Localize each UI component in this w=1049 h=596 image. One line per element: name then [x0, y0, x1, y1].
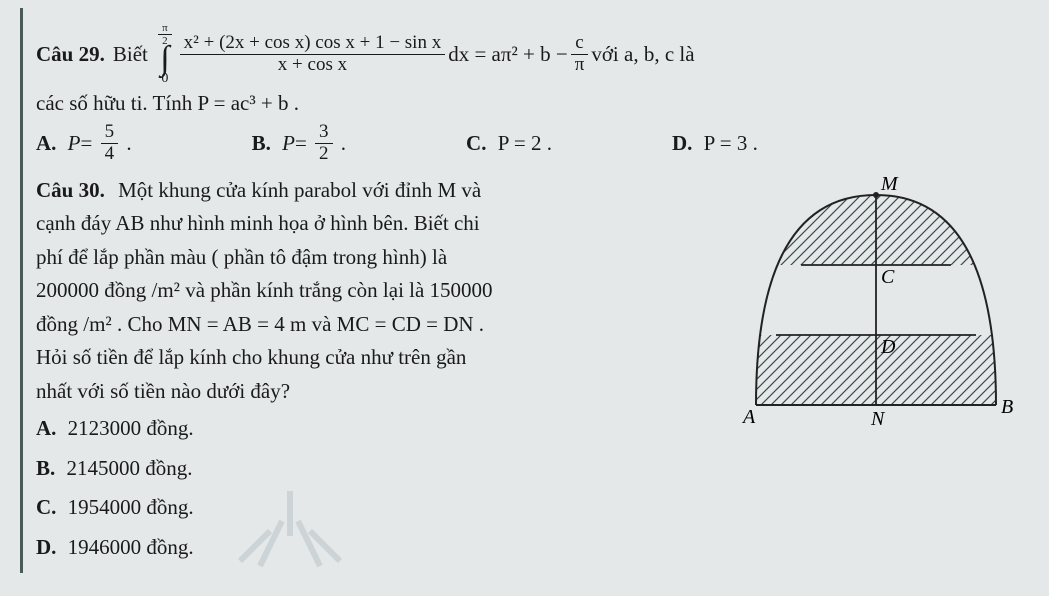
q29-answer-D: D. P = 3 . [672, 122, 758, 165]
q29-answer-B: B. P = 32 . [252, 122, 346, 165]
label-B: B [1001, 396, 1013, 418]
q29-tail: với a, b, c là [591, 42, 694, 67]
q29-line1: Câu 29. Biết π2 ∫ 0 x² + (2x + cos x) co… [36, 22, 1021, 87]
q30-block: Câu 30. Một khung cửa kính parabol với đ… [36, 175, 1021, 564]
integral-sign: π2 ∫ 0 [155, 22, 175, 87]
integrand-den: x + cos x [274, 55, 351, 76]
int-lower: 0 [161, 71, 168, 87]
label-C: C [881, 266, 895, 288]
label-M: M [880, 175, 899, 195]
label-A: A [741, 406, 756, 428]
integrand-num: x² + (2x + cos x) cos x + 1 − sin x [180, 33, 446, 55]
q30-answer-A: A. 2123000 đồng. [36, 413, 711, 445]
q30-answer-B: B. 2145000 đồng. [36, 453, 711, 485]
label-N: N [870, 408, 886, 430]
q29-answer-A: A. P = 54 . [36, 122, 132, 165]
q29-label: Câu 29. [36, 42, 105, 67]
q29-lead: Biết [113, 42, 148, 67]
q30-figure: M C D A N B [731, 175, 1021, 435]
label-D: D [880, 336, 896, 358]
watermark-icon [200, 481, 380, 571]
q30-label: Câu 30. [36, 178, 105, 202]
integrand: x² + (2x + cos x) cos x + 1 − sin x x + … [180, 33, 446, 76]
eq-part: dx = aπ² + b − [448, 42, 568, 67]
c-over-pi: c π [571, 33, 589, 76]
int-upper-num: π [158, 22, 172, 35]
q29-answer-C: C. P = 2 . [466, 122, 552, 165]
q29-answers: A. P = 54 . B. P = 32 . C. P = 2 . D. P … [36, 122, 1021, 165]
q29-line2: các số hữu ti. Tính P = ac³ + b . [36, 91, 1021, 116]
